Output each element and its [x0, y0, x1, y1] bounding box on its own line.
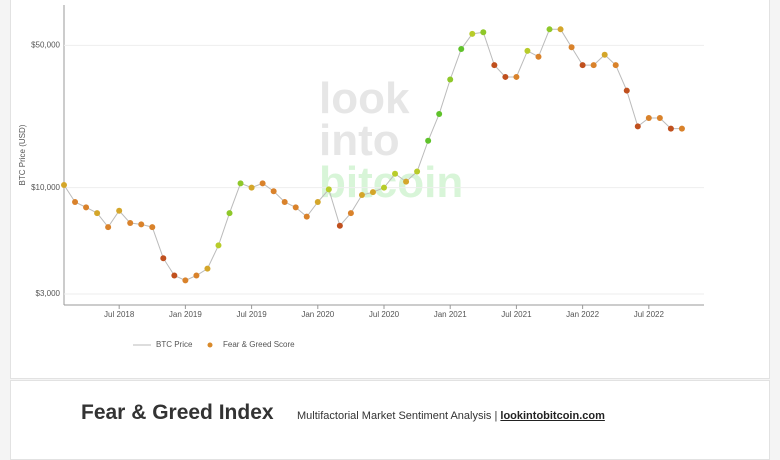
score-dot	[524, 47, 531, 54]
footer-card: Fear & Greed Index Multifactorial Market…	[10, 380, 770, 460]
score-dot	[127, 220, 134, 227]
score-dot	[237, 180, 244, 187]
score-dot	[347, 210, 354, 217]
score-dot	[259, 180, 266, 187]
score-dot	[270, 188, 277, 195]
score-dot	[601, 51, 608, 58]
score-dot	[72, 199, 79, 206]
y-tick-label: $10,000	[31, 183, 60, 192]
score-dot	[469, 30, 476, 37]
score-dot	[568, 44, 575, 51]
legend-label: Fear & Greed Score	[223, 340, 295, 349]
score-dot	[656, 114, 663, 121]
score-dot	[447, 76, 454, 83]
score-dot	[491, 62, 498, 69]
score-dot	[381, 184, 387, 191]
x-tick-label: Jan 2020	[301, 310, 334, 319]
score-dot	[358, 192, 365, 199]
score-dot	[392, 170, 399, 177]
subtitle: Multifactorial Market Sentiment Analysis…	[297, 410, 605, 422]
x-tick-label: Jul 2019	[236, 310, 267, 319]
watermark: bitcoin	[319, 158, 463, 207]
score-dot	[557, 26, 564, 33]
score-dot	[83, 204, 90, 211]
score-dot	[61, 182, 67, 189]
score-dot	[546, 26, 553, 33]
score-dot	[336, 222, 343, 229]
x-tick-label: Jan 2019	[169, 310, 202, 319]
y-axis-label: BTC Price (USD)	[18, 124, 27, 185]
x-tick-label: Jan 2021	[434, 310, 467, 319]
score-dot	[502, 73, 509, 80]
score-dot	[248, 184, 255, 191]
score-dot	[403, 178, 410, 185]
x-tick-label: Jul 2021	[501, 310, 532, 319]
score-dot	[623, 87, 630, 94]
score-dot	[480, 29, 487, 36]
score-dot	[414, 168, 421, 175]
score-dot	[105, 224, 112, 231]
legend-dot	[207, 342, 213, 348]
score-dot	[645, 114, 652, 121]
score-dot	[226, 210, 233, 217]
score-dot	[590, 62, 597, 69]
score-dot	[94, 210, 101, 217]
x-tick-label: Jul 2020	[369, 310, 400, 319]
x-tick-label: Jan 2022	[566, 310, 599, 319]
score-dot	[634, 123, 641, 130]
y-tick-label: $3,000	[36, 289, 61, 298]
score-dot	[667, 125, 674, 132]
score-dot	[325, 186, 332, 193]
score-dot	[116, 207, 123, 214]
page-title: Fear & Greed Index	[81, 401, 274, 424]
legend-label: BTC Price	[156, 340, 193, 349]
score-dot	[425, 137, 432, 144]
score-dot	[612, 62, 619, 69]
score-dot	[535, 53, 542, 60]
score-dot	[149, 224, 156, 231]
score-dot	[215, 242, 222, 249]
score-dot	[204, 265, 211, 272]
score-dot	[193, 272, 200, 279]
score-dot	[160, 255, 167, 262]
y-tick-label: $50,000	[31, 41, 60, 50]
score-dot	[281, 199, 288, 206]
score-dot	[678, 125, 685, 132]
score-dot	[513, 73, 520, 80]
score-dot	[436, 111, 443, 118]
score-dot	[579, 62, 586, 69]
x-tick-label: Jul 2018	[104, 310, 135, 319]
site-link[interactable]: lookintobitcoin.com	[500, 410, 605, 422]
chart-card: look into bitcoin BTC Price (USD) $3,000…	[10, 0, 770, 379]
subtitle-text: Multifactorial Market Sentiment Analysis…	[297, 410, 498, 422]
score-dot	[292, 204, 299, 211]
watermark: into	[319, 116, 400, 165]
chart: look into bitcoin BTC Price (USD) $3,000…	[18, 5, 704, 349]
score-dot	[171, 272, 178, 279]
score-dot	[138, 221, 145, 228]
score-dot	[303, 213, 310, 220]
score-dot	[182, 277, 189, 284]
x-tick-label: Jul 2022	[634, 310, 665, 319]
score-dot	[458, 46, 465, 53]
score-dot	[314, 199, 321, 206]
watermark: look	[319, 74, 410, 123]
score-dot	[369, 189, 376, 196]
